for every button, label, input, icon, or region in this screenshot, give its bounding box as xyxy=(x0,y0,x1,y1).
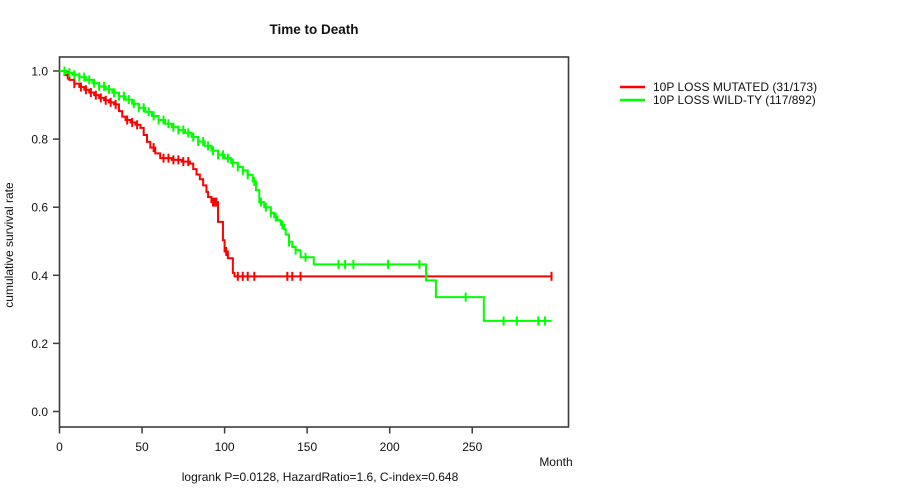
legend-label: 10P LOSS MUTATED (31/173) xyxy=(653,80,817,94)
x-tick-label: 200 xyxy=(380,440,400,454)
survival-curve-1 xyxy=(59,70,552,322)
y-tick-label: 0.2 xyxy=(31,337,48,351)
x-tick-label: 50 xyxy=(135,440,149,454)
x-tick-label: 150 xyxy=(297,440,317,454)
legend-entry-0: 10P LOSS MUTATED (31/173) xyxy=(620,80,817,94)
censor-marks-0 xyxy=(66,70,553,281)
x-tick-label: 0 xyxy=(56,440,63,454)
y-tick-label: 0.6 xyxy=(31,201,48,215)
legend-entry-1: 10P LOSS WILD-TY (117/892) xyxy=(620,93,816,107)
x-tick-label: 100 xyxy=(215,440,235,454)
x-axis-title: Month xyxy=(539,455,572,469)
y-tick-label: 0.0 xyxy=(31,405,48,419)
survival-curves xyxy=(59,66,553,326)
x-axis-ticks: 0 50 100 150 200 250 xyxy=(56,427,483,454)
legend: 10P LOSS MUTATED (31/173)10P LOSS WILD-T… xyxy=(620,80,817,107)
plot-border xyxy=(58,56,570,428)
y-tick-label: 0.4 xyxy=(31,269,48,283)
y-axis-title: cumulative survival rate xyxy=(2,182,16,308)
y-axis-ticks: 0.0 0.2 0.4 0.6 0.8 1.0 xyxy=(31,65,60,419)
y-tick-label: 1.0 xyxy=(31,65,48,79)
footer-stats: logrank P=0.0128, HazardRatio=1.6, C-ind… xyxy=(182,470,459,484)
chart-title: Time to Death xyxy=(269,22,358,37)
y-tick-label: 0.8 xyxy=(31,133,48,147)
legend-label: 10P LOSS WILD-TY (117/892) xyxy=(653,93,816,107)
censor-marks-1 xyxy=(63,66,546,326)
x-tick-label: 250 xyxy=(462,440,482,454)
